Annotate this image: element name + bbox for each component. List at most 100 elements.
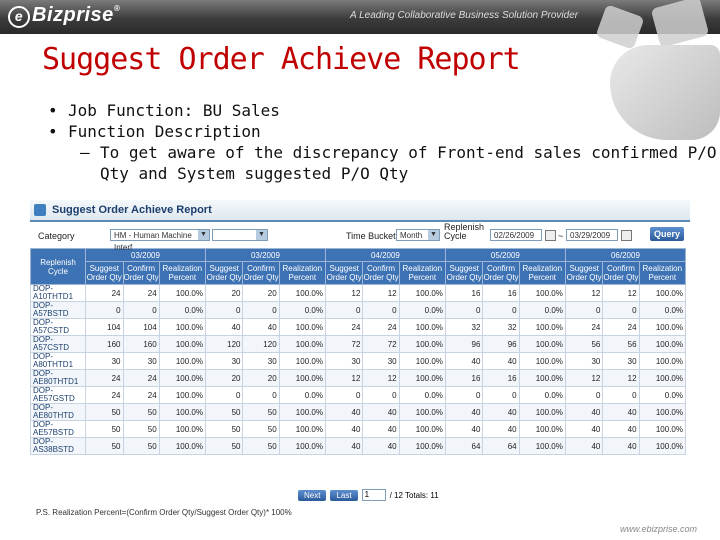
value-cell: 30 <box>242 352 280 370</box>
value-cell: 24 <box>122 284 160 302</box>
brand-name: Bizprise <box>32 4 114 26</box>
replenish-cycle-label: Replenish Cycle <box>444 222 485 241</box>
subcategory-select[interactable]: ▼ <box>212 229 268 241</box>
next-page-button[interactable]: Next <box>298 489 327 501</box>
value-cell: 0.0% <box>518 386 566 404</box>
value-cell: 24 <box>122 386 160 404</box>
value-cell: 100.0% <box>518 352 566 370</box>
item-code-cell: DOP-A80THTD1 <box>30 352 86 370</box>
table-row: DOP-A57BSTD 0 0 0.0% 0 0 0.0% 0 0 0.0% 0 0 0.0% 0 0 0.0… <box>30 301 687 319</box>
item-code-cell: DOP-AE80THTD <box>30 403 86 421</box>
column-header[interactable]: Confirm Order Qty <box>362 261 400 285</box>
value-cell: 0 <box>602 301 640 319</box>
bullet-list: • Job Function: BU Sales • Function Descri… <box>48 100 717 184</box>
column-header[interactable]: Confirm Order Qty <box>482 261 520 285</box>
column-header[interactable]: Suggest Order Qty <box>564 261 604 285</box>
value-cell: 56 <box>564 335 604 353</box>
value-cell: 40 <box>324 420 364 438</box>
value-cell: 100.0% <box>158 403 206 421</box>
value-cell: 50 <box>122 420 160 438</box>
value-cell: 16 <box>482 284 520 302</box>
column-header[interactable]: Suggest Order Qty <box>204 261 244 285</box>
report-table: Replenish Cycle 03/2009 03/2009 04/2009 05/2… <box>30 248 687 455</box>
item-code-cell: DOP-A57BSTD <box>30 301 86 319</box>
value-cell: 20 <box>204 369 244 387</box>
value-cell: 0 <box>324 386 364 404</box>
value-cell: 100.0% <box>158 386 206 404</box>
value-cell: 0 <box>122 301 160 319</box>
table-row: DOP-AE80THTD1 24 24 100.0% 20 20 100.0% 12 12 100… <box>30 369 687 387</box>
value-cell: 0.0% <box>638 301 687 319</box>
value-cell: 40 <box>362 403 400 421</box>
column-header[interactable]: Suggest Order Qty <box>85 261 124 285</box>
value-cell: 100.0% <box>158 437 206 455</box>
column-header[interactable]: Confirm Order Qty <box>122 261 160 285</box>
table-row: DOP-A57CSTD 104 104 100.0% 40 40 100.0% 24 24 100… <box>30 318 687 336</box>
page-select[interactable]: 1 <box>361 489 386 501</box>
value-cell: 24 <box>324 318 364 336</box>
value-cell: 100.0% <box>398 403 446 421</box>
value-cell: 0 <box>85 301 124 319</box>
chevron-down-icon: ▼ <box>428 230 439 240</box>
value-cell: 100.0% <box>518 403 566 421</box>
brand-tagline: A Leading Collaborative Business Solutio… <box>350 10 579 21</box>
date-to-input[interactable]: 03/29/2009 <box>566 229 618 241</box>
column-header[interactable]: Realization Percent <box>158 261 206 285</box>
value-cell: 50 <box>242 403 280 421</box>
value-cell: 0 <box>444 301 484 319</box>
bullet-text: Function Description <box>68 122 261 141</box>
value-cell: 40 <box>482 420 520 438</box>
value-cell: 16 <box>444 284 484 302</box>
value-cell: 100.0% <box>398 284 446 302</box>
column-header[interactable]: Realization Percent <box>398 261 446 285</box>
value-cell: 160 <box>122 335 160 353</box>
last-page-button[interactable]: Last <box>330 489 358 501</box>
value-cell: 0 <box>564 301 604 319</box>
value-cell: 104 <box>85 318 124 336</box>
value-cell: 24 <box>85 386 124 404</box>
report-icon <box>34 204 46 216</box>
table-row: DOP-A57CSTD 160 160 100.0% 120 120 100.0% 72 72 1… <box>30 335 687 353</box>
value-cell: 12 <box>564 369 604 387</box>
pager: Next Last 1 / 12 Totals: 11 <box>298 489 439 501</box>
value-cell: 30 <box>362 352 400 370</box>
footnote: P.S. Realization Percent=(Confirm Order … <box>36 508 292 517</box>
item-code-cell: DOP-A10THTD1 <box>30 284 86 302</box>
calendar-icon[interactable] <box>621 230 632 241</box>
value-cell: 0 <box>204 386 244 404</box>
value-cell: 30 <box>85 352 124 370</box>
column-header[interactable]: Confirm Order Qty <box>602 261 640 285</box>
value-cell: 40 <box>482 352 520 370</box>
value-cell: 50 <box>85 420 124 438</box>
value-cell: 100.0% <box>398 318 446 336</box>
column-header[interactable]: Realization Percent <box>518 261 566 285</box>
value-cell: 100.0% <box>518 420 566 438</box>
value-cell: 100.0% <box>638 352 687 370</box>
calendar-icon[interactable] <box>545 230 556 241</box>
table-row: DOP-AS38BSTD 50 50 100.0% 50 50 100.0% 40 40 100.… <box>30 437 687 455</box>
column-header[interactable]: Suggest Order Qty <box>324 261 364 285</box>
time-bucket-select[interactable]: Month ▼ <box>396 229 440 241</box>
column-header[interactable]: Realization Percent <box>638 261 687 285</box>
category-select[interactable]: HM - Human Machine Interf ▼ <box>110 229 210 252</box>
value-cell: 40 <box>444 403 484 421</box>
value-cell: 0 <box>482 301 520 319</box>
value-cell: 12 <box>564 284 604 302</box>
value-cell: 0 <box>242 301 280 319</box>
item-code-cell: DOP-A57CSTD <box>30 318 86 336</box>
column-header[interactable]: Confirm Order Qty <box>242 261 280 285</box>
time-bucket-label: Time Bucket <box>346 231 396 241</box>
sub-bullet-line: Qty and System suggested P/O Qty <box>100 164 409 183</box>
query-button[interactable]: Query <box>650 227 684 241</box>
column-header[interactable]: Suggest Order Qty <box>444 261 484 285</box>
value-cell: 40 <box>362 437 400 455</box>
value-cell: 0 <box>324 301 364 319</box>
date-separator: ~ <box>558 231 564 241</box>
value-cell: 100.0% <box>158 335 206 353</box>
date-from-input[interactable]: 02/26/2009 <box>490 229 542 241</box>
slide-title: Suggest Order Achieve Report <box>42 42 521 77</box>
column-header[interactable]: Realization Percent <box>278 261 326 285</box>
value-cell: 100.0% <box>158 284 206 302</box>
value-cell: 24 <box>122 369 160 387</box>
value-cell: 50 <box>85 403 124 421</box>
